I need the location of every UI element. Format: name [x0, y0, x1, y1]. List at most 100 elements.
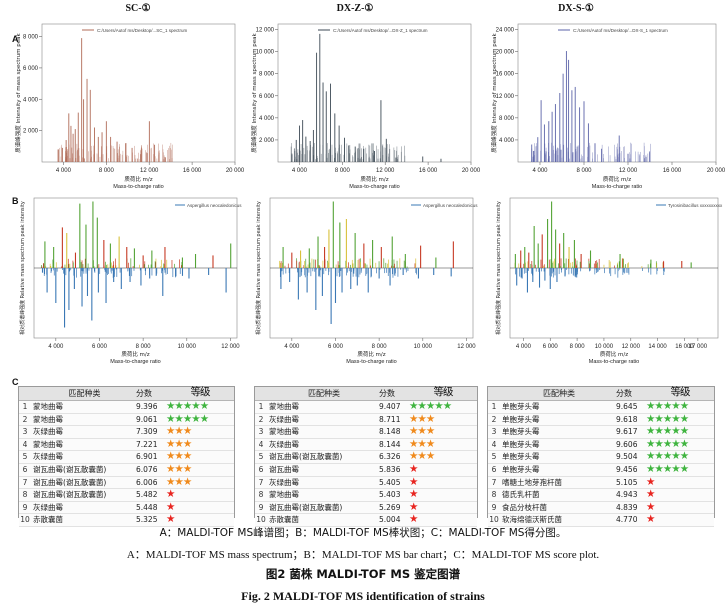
table-row: 10 赤散囊菌 5.325 ★ — [19, 514, 234, 527]
header-match-species: 匹配种类 — [308, 389, 340, 398]
x-tick-label: 20 000 — [226, 168, 245, 174]
header-grade: 等级 — [433, 386, 454, 398]
row-species: 单胞芽头霉 — [502, 439, 540, 449]
x-axis-label-cn: 质荷比 m/z — [603, 175, 631, 183]
y-axis-label: 质谱峰强度 Intensity of mass spectrum peak — [250, 32, 258, 152]
score-table-sc: 匹配种类 分数 等级 1 蒙地曲霉 9.396 ★★★★★ 2 蒙地曲霉 9.061 ★★★★★ 3 灰… — [18, 386, 235, 527]
y-tick-label: 4 000 — [23, 97, 39, 103]
legend-label: C:/Users/Autof ms/Desktop/...SC_1 spectr… — [97, 28, 188, 33]
row-species: 赤散囊菌 — [269, 515, 299, 525]
star-icon: ★ — [166, 475, 175, 488]
row-grade-stars: ★ — [409, 476, 477, 489]
table-row: 3 单胞芽头霉 9.617 ★★★★★ — [488, 426, 714, 439]
y-tick-label: 20 000 — [496, 50, 515, 56]
row-score: 5.269 — [379, 502, 401, 512]
row-species: 德氏乳杆菌 — [502, 490, 540, 500]
star-icon: ★ — [409, 513, 418, 526]
star-icon: ★ — [199, 412, 209, 425]
plot-frame — [517, 23, 717, 163]
row-grade-stars: ★ — [409, 489, 477, 501]
plot-frame — [277, 23, 472, 163]
x-axis-label-en: Mass-to-charge ratio — [592, 184, 642, 190]
y-axis-label: 相对质谱峰强度 Relative mass spectrum peak inte… — [495, 201, 502, 335]
row-grade-stars: ★★★★★ — [646, 463, 714, 476]
row-score: 6.326 — [379, 452, 401, 462]
legend-label: Tyrosinibacillus xxxxxxxxxx — [668, 203, 723, 208]
header-score: 分数 — [616, 389, 632, 398]
row-grade-stars: ★★★★★ — [409, 401, 477, 413]
row-index: 8 — [491, 490, 497, 500]
star-icon: ★ — [409, 462, 418, 475]
x-tick-label: 12 000 — [140, 168, 159, 174]
bar-chart-dxz: Aspergillus neocaledonicus 4 000 6 000 8 00… — [255, 197, 478, 365]
x-axis-label-cn: 质荷比 m/z — [600, 350, 628, 358]
x-tick-label: 4 000 — [284, 344, 300, 350]
star-icon: ★ — [182, 475, 192, 488]
negative-bars — [46, 268, 227, 328]
row-grade-stars: ★★★★★ — [166, 401, 234, 413]
star-icon: ★ — [191, 400, 200, 412]
row-grade-stars: ★★★★★ — [646, 451, 714, 463]
row-species: 谢瓦曲霉(谢瓦散囊菌) — [269, 502, 343, 512]
table-row: 5 灰绿曲霉 6.901 ★★★ — [19, 451, 234, 464]
caption-legend-cn: A：MALDI-TOF MS峰谱图；B：MALDI-TOF MS棒状图；C：MA… — [159, 527, 567, 539]
row-grade-stars: ★★★★★ — [646, 438, 714, 451]
row-species: 谢瓦曲霉 — [269, 464, 299, 474]
star-icon: ★ — [174, 462, 183, 475]
row-species: 蒙地曲霉 — [269, 490, 299, 500]
table-header: 匹配种类 分数 等级 — [488, 387, 714, 401]
x-tick-label: 16 000 — [663, 168, 682, 174]
star-icon: ★ — [182, 425, 192, 438]
x-tick-label: 12 000 — [457, 344, 476, 350]
x-axis-label-cn: 质荷比 m/z — [121, 350, 149, 358]
x-tick-label: 10 000 — [414, 344, 433, 350]
row-index: 10 — [256, 515, 266, 525]
table-row: 3 蒙地曲霉 8.148 ★★★ — [255, 426, 477, 439]
panel-label-a: A — [12, 34, 19, 44]
header-index — [488, 387, 500, 400]
row-index: 6 — [258, 464, 264, 474]
row-index: 10 — [20, 515, 30, 525]
table-row: 5 谢瓦曲霉(谢瓦散囊菌) 6.326 ★★★ — [255, 451, 477, 464]
x-tick-label: 16 000 — [675, 344, 694, 350]
row-score: 8.148 — [379, 427, 401, 437]
x-axis-label-en: Mass-to-charge ratio — [113, 184, 163, 190]
row-grade-stars: ★★★ — [409, 451, 477, 463]
x-tick-label: 16 000 — [183, 168, 202, 174]
row-index: 3 — [491, 427, 497, 437]
row-grade-stars: ★★★ — [166, 426, 234, 438]
spectrum-peaks — [532, 51, 629, 162]
table-row: 10 赤散囊菌 5.004 ★ — [255, 514, 477, 527]
legend-label: C:/Users/Autof ms/Desktop/...DX-S_1 spec… — [573, 28, 668, 33]
row-species: 单胞芽头霉 — [502, 414, 540, 424]
row-score: 5.405 — [379, 477, 401, 487]
row-index: 4 — [258, 439, 264, 449]
row-index: 1 — [491, 402, 497, 411]
row-grade-stars: ★★★★★ — [646, 426, 714, 438]
star-icon: ★ — [182, 400, 192, 412]
negative-bars — [516, 268, 577, 293]
row-grade-stars: ★ — [646, 489, 714, 501]
row-score: 8.711 — [379, 414, 401, 424]
y-tick-label: 12 000 — [256, 28, 275, 34]
row-species: 蒙地曲霉 — [33, 439, 63, 449]
header-grade: 等级 — [670, 386, 691, 398]
star-icon: ★ — [679, 400, 689, 412]
x-tick-label: 6 000 — [92, 344, 108, 350]
star-icon: ★ — [654, 425, 663, 438]
star-icon: ★ — [679, 425, 689, 438]
x-tick-label: 4 000 — [48, 344, 64, 350]
column-title-dxs: DX-S-① — [558, 3, 594, 14]
table-row: 8 德氏乳杆菌 4.943 ★ — [488, 489, 714, 502]
row-score: 7.221 — [136, 439, 158, 449]
x-axis-label-cn: 质荷比 m/z — [357, 350, 385, 358]
x-axis-label-cn: 质荷比 m/z — [360, 175, 388, 183]
table-row: 2 灰绿曲霉 8.711 ★★★ — [255, 413, 477, 427]
negative-bars — [280, 268, 452, 324]
x-axis-label-en: Mass-to-charge ratio — [346, 359, 396, 365]
table-header: 匹配种类 分数 等级 — [255, 387, 477, 401]
row-score: 5.836 — [379, 464, 401, 474]
row-species: 蒙地曲霉 — [33, 402, 63, 411]
row-grade-stars: ★ — [646, 514, 714, 526]
star-icon: ★ — [166, 425, 175, 438]
